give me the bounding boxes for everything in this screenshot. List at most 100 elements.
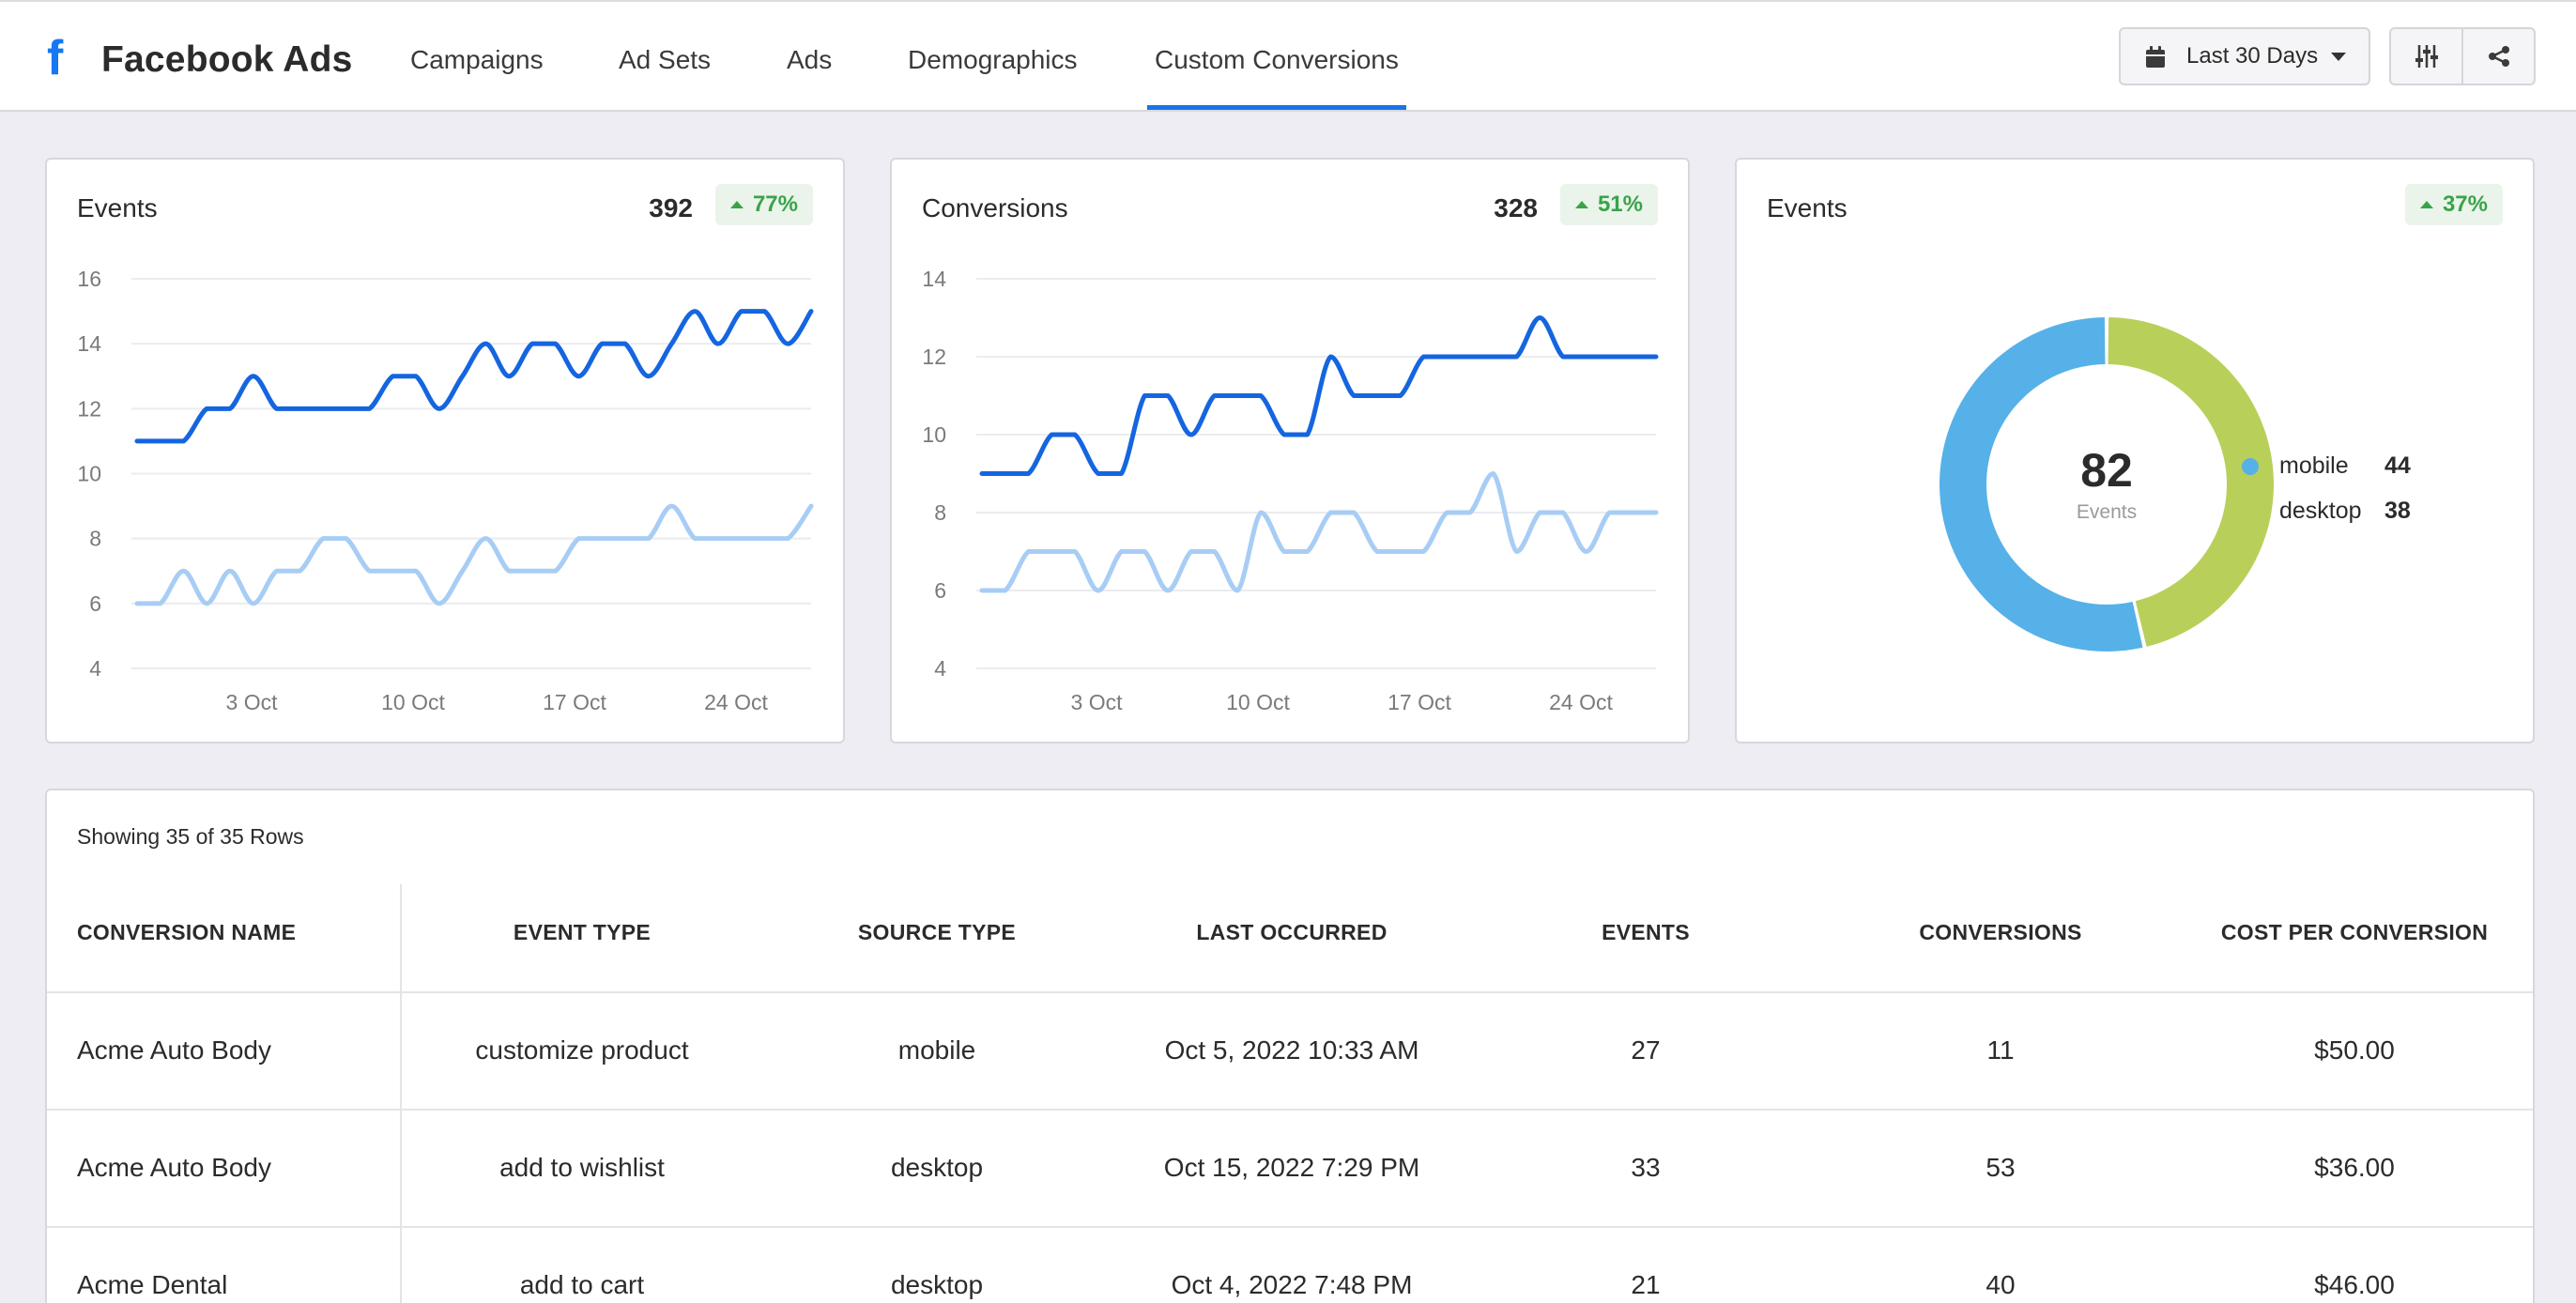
column-divider <box>400 884 402 1303</box>
series-line <box>979 315 1659 476</box>
legend-dot <box>2242 457 2259 475</box>
facebook-logo-icon: f <box>47 31 64 85</box>
cell-events: 27 <box>1631 1035 1661 1065</box>
arrow-up-icon <box>1574 201 1588 208</box>
y-tick-label: 4 <box>89 656 101 681</box>
cell-source-type: desktop <box>890 1153 984 1182</box>
table-header: Conversion Name Event Type Source Type L… <box>47 884 2533 993</box>
tab-ads[interactable]: Ads <box>787 45 833 74</box>
cell-conversion-name: Acme Auto Body <box>77 1035 272 1065</box>
change-badge: 51% <box>1559 184 1658 225</box>
y-tick-label: 8 <box>934 500 946 525</box>
legend-label: mobile <box>2279 452 2349 479</box>
x-tick-label: 10 Oct <box>1226 690 1290 714</box>
cell-conversions: 11 <box>1986 1035 2015 1065</box>
date-range-dropdown[interactable]: Last 30 Days <box>2119 27 2370 85</box>
y-tick-label: 6 <box>89 591 101 616</box>
card-total: 392 <box>649 193 693 222</box>
card-total: 328 <box>1494 193 1538 222</box>
conversions-table: Showing 35 of 35 Rows Conversion Name Ev… <box>45 789 2535 1303</box>
legend-item-desktop: desktop 38 <box>2242 498 2411 525</box>
y-tick-label: 4 <box>934 656 946 681</box>
rows-count-label: Showing 35 of 35 Rows <box>77 824 304 849</box>
legend-value: 44 <box>2384 452 2411 479</box>
donut-slice-mobile <box>1940 317 2143 652</box>
x-tick-label: 3 Oct <box>1071 690 1124 714</box>
column-header-last-occurred[interactable]: Last Occurred <box>1196 920 1388 944</box>
y-tick-label: 8 <box>89 527 101 551</box>
y-tick-label: 6 <box>934 578 946 603</box>
share-icon <box>2488 46 2509 67</box>
page-title: Facebook Ads <box>101 39 353 80</box>
cell-cost-per-conversion: $46.00 <box>2314 1270 2395 1299</box>
date-range-label: Last 30 Days <box>2186 43 2319 69</box>
cell-conversions: 40 <box>1986 1270 2016 1299</box>
x-tick-label: 24 Oct <box>704 690 768 714</box>
cell-conversion-name: Acme Dental <box>77 1270 228 1299</box>
x-tick-label: 17 Oct <box>543 690 606 714</box>
cell-last-occurred: Oct 4, 2022 7:48 PM <box>1171 1270 1413 1299</box>
toolbar-icon-group <box>2389 27 2536 85</box>
cell-events: 33 <box>1631 1153 1661 1182</box>
share-button[interactable] <box>2461 29 2534 84</box>
column-header-conversions[interactable]: Conversions <box>1919 920 2082 944</box>
series-line <box>134 503 814 606</box>
events-line-card: Events 392 77% 4 6 8 10 12 14 16 3 Oct 10 Oct 17 … <box>45 158 845 743</box>
events-line-chart: 4 6 8 10 12 14 16 3 Oct 10 Oct 17 Oct 24 Oct <box>77 267 814 714</box>
cell-events: 21 <box>1631 1270 1661 1299</box>
tab-custom-conversions[interactable]: Custom Conversions <box>1147 45 1406 110</box>
y-tick-label: 12 <box>922 345 946 369</box>
column-header-conversion-name[interactable]: Conversion Name <box>77 920 297 944</box>
donut-center-value: 82 <box>2080 444 2133 497</box>
top-nav-bar: f Facebook Ads Campaigns Ad Sets Ads Dem… <box>0 0 2576 112</box>
series-line <box>134 309 814 444</box>
column-header-events[interactable]: Events <box>1602 920 1690 944</box>
cell-cost-per-conversion: $50.00 <box>2314 1035 2395 1065</box>
chevron-down-icon <box>2331 52 2347 61</box>
y-tick-label: 10 <box>922 422 946 447</box>
table-row[interactable]: Acme Auto Body customize product mobile … <box>47 993 2533 1111</box>
tab-demographics[interactable]: Demographics <box>908 45 1078 74</box>
y-tick-label: 10 <box>77 462 101 486</box>
cell-source-type: desktop <box>890 1270 984 1299</box>
donut-center-label: Events <box>2076 501 2138 523</box>
x-tick-label: 24 Oct <box>1549 690 1613 714</box>
sliders-icon <box>2415 45 2438 68</box>
column-header-source-type[interactable]: Source Type <box>857 920 1017 944</box>
card-title: Events <box>1767 193 1848 222</box>
cell-cost-per-conversion: $36.00 <box>2314 1153 2395 1182</box>
table-row[interactable]: Acme Dental add to cart desktop Oct 4, 2… <box>47 1228 2533 1303</box>
change-badge: 77% <box>714 184 813 225</box>
column-header-cost-per-conversion[interactable]: Cost Per Conversion <box>2220 920 2489 944</box>
card-title: Conversions <box>922 193 1068 222</box>
arrow-up-icon <box>729 201 744 208</box>
brand: f Facebook Ads <box>47 34 353 86</box>
conversions-line-card: Conversions 328 51% 4 6 8 10 12 14 3 Oct 10 Oct… <box>890 158 1690 743</box>
legend-label: desktop <box>2279 498 2362 524</box>
events-donut-chart <box>1940 317 2274 652</box>
change-badge: 37% <box>2404 184 2503 225</box>
cell-last-occurred: Oct 15, 2022 7:29 PM <box>1163 1153 1420 1182</box>
cell-conversions: 53 <box>1986 1153 2016 1182</box>
y-tick-label: 16 <box>77 267 101 291</box>
cell-last-occurred: Oct 5, 2022 10:33 AM <box>1164 1035 1419 1065</box>
arrow-up-icon <box>2419 201 2433 208</box>
tab-ad-sets[interactable]: Ad Sets <box>619 45 712 74</box>
cell-source-type: mobile <box>897 1035 976 1065</box>
cell-event-type: customize product <box>475 1035 689 1065</box>
events-donut-card: Events 37% 82 Events mobile 44 desktop 3… <box>1735 158 2535 743</box>
series-line <box>979 471 1659 593</box>
y-tick-label: 14 <box>922 267 946 291</box>
filter-settings-button[interactable] <box>2391 29 2461 84</box>
tab-campaigns[interactable]: Campaigns <box>410 45 544 74</box>
column-header-event-type[interactable]: Event Type <box>513 920 652 944</box>
legend-item-mobile: mobile 44 <box>2242 452 2411 480</box>
x-tick-label: 17 Oct <box>1388 690 1451 714</box>
x-tick-label: 3 Oct <box>226 690 279 714</box>
conversions-line-chart: 4 6 8 10 12 14 3 Oct 10 Oct 17 Oct 24 Oct <box>922 267 1659 714</box>
table-row[interactable]: Acme Auto Body add to wishlist desktop O… <box>47 1111 2533 1228</box>
cell-event-type: add to wishlist <box>499 1153 665 1182</box>
cell-conversion-name: Acme Auto Body <box>77 1153 272 1182</box>
calendar-icon <box>2145 46 2166 68</box>
legend-dot <box>2242 502 2259 520</box>
